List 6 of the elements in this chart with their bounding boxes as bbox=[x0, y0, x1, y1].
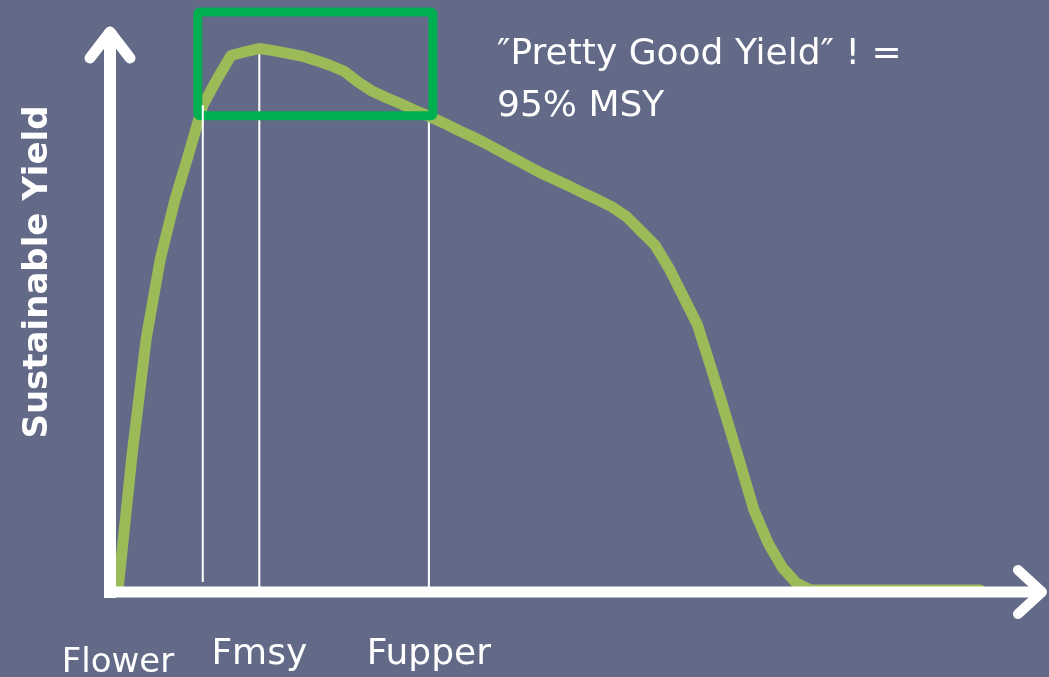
x-tick-label: Fupper bbox=[366, 631, 492, 672]
annotation: ″Pretty Good Yield″ ! = bbox=[497, 31, 902, 72]
annotation: 95% MSY bbox=[497, 83, 666, 124]
y-axis-title: Sustainable Yield bbox=[15, 105, 55, 439]
x-tick-label: Flower bbox=[61, 640, 175, 677]
x-tick-label: Fmsy bbox=[211, 631, 308, 672]
